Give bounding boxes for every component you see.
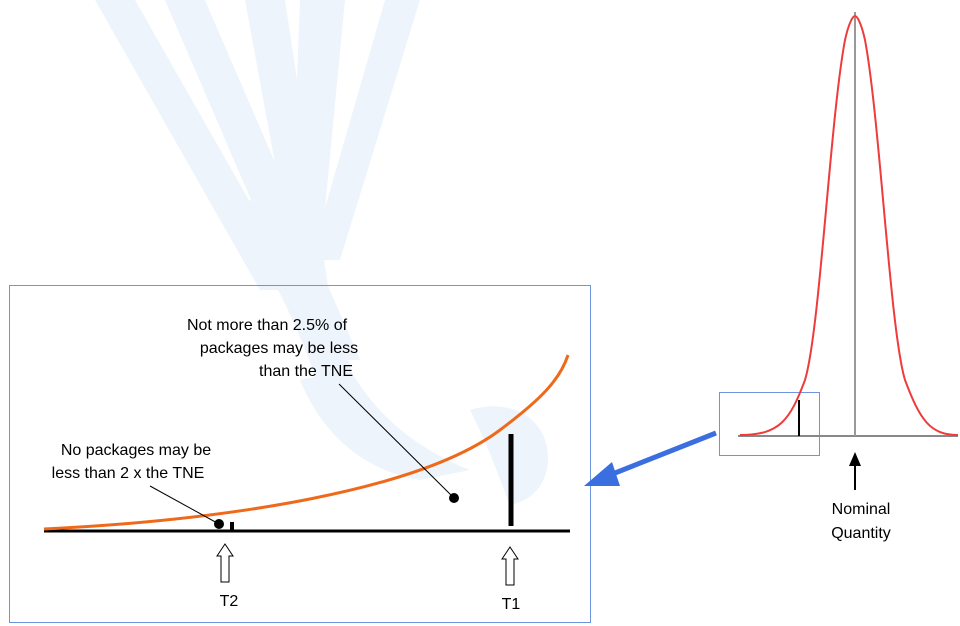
t1-arrow xyxy=(501,546,519,586)
t1-label: T1 xyxy=(502,596,521,613)
nominal-label-line-1: Nominal xyxy=(832,501,891,518)
two-tne-leader-line xyxy=(149,485,220,525)
detail-box xyxy=(9,285,591,623)
two-tne-note-line-1: No packages may be xyxy=(61,442,211,459)
watermark-graphic xyxy=(95,0,549,505)
nominal-pointer xyxy=(849,452,861,490)
tne-note-line-3: than the TNE xyxy=(259,363,353,380)
t2-label: T2 xyxy=(220,593,239,610)
distribution-curve xyxy=(739,14,959,436)
two-tne-note-line-2: less than 2 x the TNE xyxy=(52,465,205,482)
tne-note-line-2: packages may be less xyxy=(200,340,358,357)
nominal-label-line-2: Quantity xyxy=(831,525,891,542)
zoom-arrow xyxy=(584,430,717,486)
tne-note-line-1: Not more than 2.5% of xyxy=(187,317,348,334)
tail-curve xyxy=(43,354,570,531)
t2-arrow xyxy=(216,543,234,583)
zoom-source-box xyxy=(719,392,820,456)
tne-leader-line xyxy=(338,383,455,499)
